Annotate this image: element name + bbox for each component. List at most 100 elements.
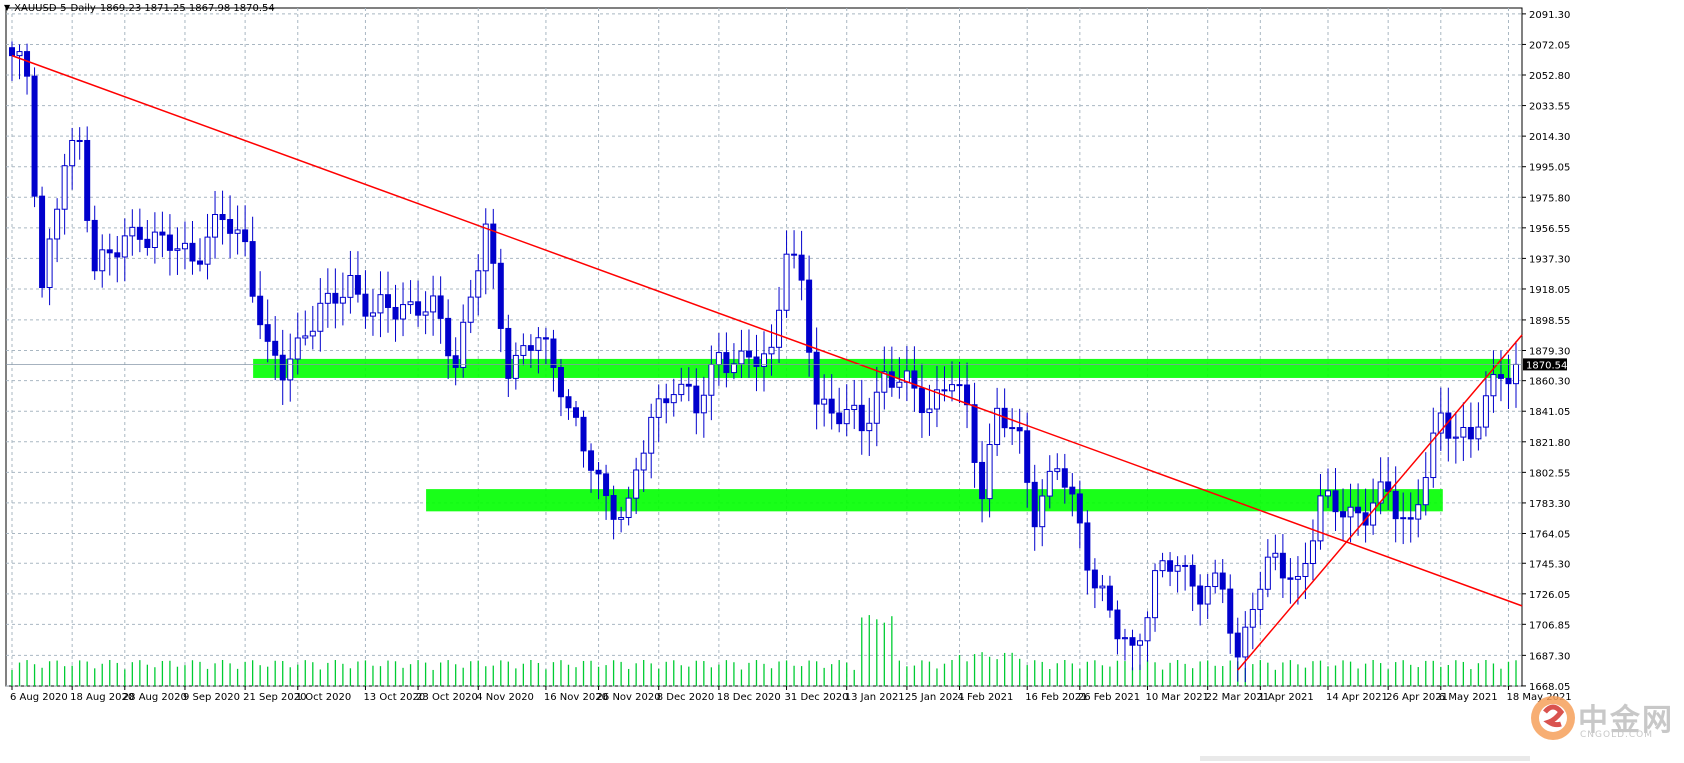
candle-body <box>1430 432 1437 479</box>
candle-body <box>745 350 752 358</box>
candle-body <box>873 391 880 424</box>
candle-body <box>249 241 256 297</box>
y-tick-label: 1898.55 <box>1529 316 1570 327</box>
candle-body <box>212 214 219 238</box>
candle-body <box>806 279 813 353</box>
candle-body <box>16 51 23 57</box>
candle-body <box>445 317 452 357</box>
candle-body <box>272 340 279 356</box>
x-tick-label: 18 May 2021 <box>1506 692 1571 703</box>
candle-body <box>813 351 820 405</box>
trendline-down <box>11 54 1523 607</box>
candle-body <box>1152 570 1159 619</box>
candle-body <box>573 407 579 418</box>
candle-body <box>1332 490 1339 513</box>
candle-body <box>467 296 474 323</box>
collapse-triangle-icon[interactable]: ▼ <box>4 3 11 12</box>
y-tick-label: 1956.55 <box>1529 224 1570 235</box>
scroll-strip[interactable] <box>1200 756 1530 761</box>
candle-body <box>294 337 301 360</box>
candle-body <box>31 75 38 197</box>
candle-body <box>61 165 68 210</box>
y-tick-label: 1879.30 <box>1529 346 1570 357</box>
symbol-label: XAUUSD-5 <box>14 3 67 14</box>
candle-body <box>670 394 677 404</box>
timeframe-label: Daily <box>70 3 96 14</box>
candle-body <box>557 367 564 398</box>
candle-body <box>166 234 173 251</box>
candle-body <box>1437 412 1444 434</box>
candle-body <box>1046 470 1053 497</box>
candle-body <box>24 51 31 77</box>
candle-body <box>1309 540 1316 565</box>
candle-body <box>354 274 361 295</box>
candle-body <box>332 292 339 304</box>
candle-body <box>1467 426 1474 440</box>
candle-body <box>505 327 512 379</box>
x-tick-label: 1 Apr 2021 <box>1258 692 1313 703</box>
x-tick-label: 8 Dec 2020 <box>657 692 715 703</box>
candle-body <box>693 385 700 414</box>
candle-body <box>287 358 294 381</box>
candle-body <box>512 354 519 379</box>
candle-body <box>1091 569 1098 589</box>
x-tick-label: 1 Oct 2020 <box>296 692 351 703</box>
candle-body <box>46 238 53 288</box>
candle-body <box>1084 522 1091 571</box>
candle-body <box>377 294 384 314</box>
candle-body <box>761 353 767 367</box>
candle-body <box>580 416 587 452</box>
watermark-logo-icon <box>1531 696 1575 740</box>
candle-body <box>1197 585 1204 605</box>
x-tick-label: 13 Jan 2021 <box>845 692 905 703</box>
candle-body <box>941 389 948 392</box>
candle-body <box>588 450 595 471</box>
candle-body <box>776 309 783 348</box>
y-tick-label: 1841.05 <box>1529 407 1570 418</box>
candle-body <box>1294 575 1301 580</box>
candle-body <box>430 295 437 313</box>
candle-body <box>1219 572 1226 590</box>
candle-body <box>324 292 331 304</box>
candle-body <box>99 249 106 272</box>
candle-body <box>1325 490 1331 497</box>
x-tick-label: 16 Nov 2020 <box>544 692 608 703</box>
y-tick-label: 1975.80 <box>1529 193 1570 204</box>
candle-body <box>1279 552 1286 579</box>
candle-body <box>911 370 918 389</box>
candle-body <box>76 139 83 142</box>
x-tick-label: 26 Feb 2021 <box>1078 692 1140 703</box>
candle-body <box>1099 585 1106 589</box>
candle-body <box>1340 511 1347 518</box>
y-tick-label: 1726.05 <box>1529 590 1570 601</box>
candle-body <box>1385 481 1392 492</box>
candle-body <box>1024 430 1031 483</box>
candle-body <box>362 293 369 317</box>
candle-body <box>242 229 249 243</box>
y-tick-label: 1937.30 <box>1529 254 1570 265</box>
x-tick-label: 10 Mar 2021 <box>1146 692 1209 703</box>
candle-body <box>1234 632 1241 658</box>
candle-body <box>309 330 316 337</box>
candle-body <box>791 253 798 256</box>
candle-body <box>452 355 459 368</box>
candle-body <box>550 338 557 369</box>
candle-body <box>1039 495 1046 528</box>
watermark-subtext: CNGOLD.COM <box>1580 730 1654 740</box>
candle-body <box>655 398 662 418</box>
candle-body <box>407 301 414 306</box>
candle-body <box>798 254 805 281</box>
y-tick-label: 1918.05 <box>1529 285 1570 296</box>
candle-body <box>9 47 15 57</box>
y-tick-label: 1687.30 <box>1529 651 1570 662</box>
x-tick-label: 28 Aug 2020 <box>123 692 187 703</box>
candle-body <box>1174 565 1181 572</box>
candle-body <box>415 301 422 316</box>
ohlc-readout: 1869.23 1871.25 1867.98 1870.54 <box>99 3 275 14</box>
candle-body <box>1257 588 1264 610</box>
candle-body <box>1204 586 1211 605</box>
x-tick-label: 22 Mar 2021 <box>1206 692 1269 703</box>
candle-body <box>279 354 286 381</box>
y-tick-label: 1706.85 <box>1529 620 1570 631</box>
